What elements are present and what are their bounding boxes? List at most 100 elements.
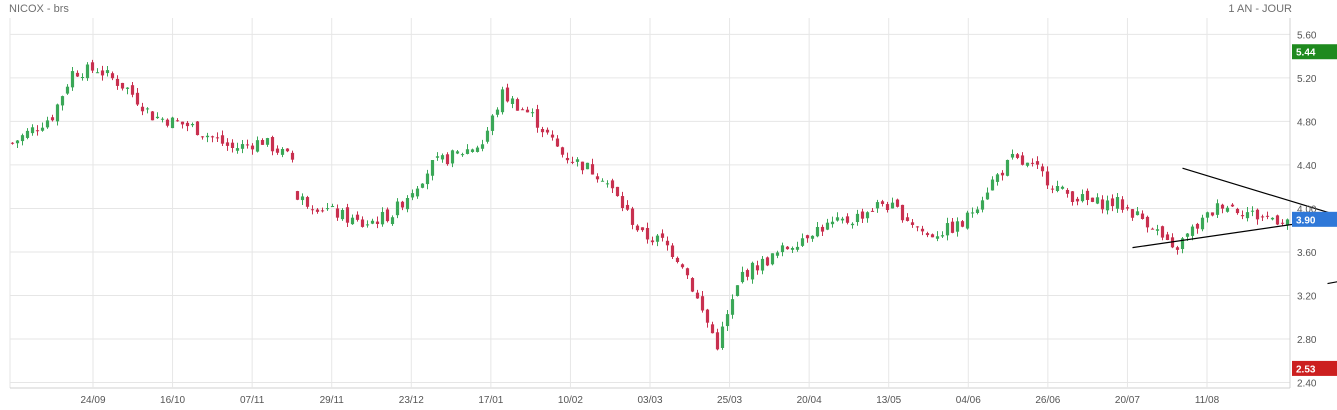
candle-body xyxy=(1080,194,1085,202)
candle-body xyxy=(290,152,295,160)
candle-body xyxy=(325,208,330,210)
candle-body xyxy=(915,226,920,228)
candle-body xyxy=(65,86,70,94)
candle-body xyxy=(820,226,825,232)
candle-body xyxy=(485,130,490,142)
candle-body xyxy=(400,201,405,208)
candle-body xyxy=(480,144,485,149)
candle-body xyxy=(745,270,750,277)
candle-body xyxy=(1220,204,1225,209)
candle-body xyxy=(1020,155,1025,165)
candle-body xyxy=(500,89,505,113)
x-tick-label: 23/12 xyxy=(399,395,424,406)
candle-body xyxy=(370,220,375,224)
candle-body xyxy=(1090,197,1095,202)
candle-body xyxy=(780,245,785,253)
candle-body xyxy=(680,264,685,268)
candle-body xyxy=(805,235,810,239)
candle-body xyxy=(490,115,495,131)
candle-body xyxy=(435,156,440,158)
candle-body xyxy=(755,265,760,271)
candle-body xyxy=(675,257,680,262)
candle-body xyxy=(560,147,565,155)
candle-body xyxy=(295,191,300,200)
candle-body xyxy=(20,135,25,142)
candle-body xyxy=(1070,191,1075,202)
y-tick-label: 3.60 xyxy=(1297,248,1317,259)
price-tag xyxy=(1292,360,1337,376)
candle-body xyxy=(25,130,30,138)
candle-body xyxy=(210,136,215,138)
candle-body xyxy=(445,154,450,165)
x-tick-label: 26/06 xyxy=(1035,395,1060,406)
candle-body xyxy=(1065,189,1070,194)
candles xyxy=(10,59,1290,351)
y-tick-label: 4.80 xyxy=(1297,117,1317,128)
candle-body xyxy=(580,161,585,171)
candle-body xyxy=(1180,238,1185,250)
x-tick-label: 24/09 xyxy=(80,395,105,406)
candle-body xyxy=(665,240,670,246)
candle-body xyxy=(495,109,500,115)
candle-body xyxy=(140,106,145,112)
candle-body xyxy=(585,162,590,170)
x-tick-label: 17/01 xyxy=(478,395,503,406)
candle-body xyxy=(730,299,735,315)
candle-body xyxy=(545,129,550,133)
candle-body xyxy=(225,142,230,146)
period-label[interactable]: 1 AN - JOUR xyxy=(1228,3,1292,15)
price-tag xyxy=(1292,44,1337,60)
x-tick-label: 04/06 xyxy=(956,395,981,406)
candle-body xyxy=(810,235,815,239)
candle-body xyxy=(265,138,270,145)
candle-body xyxy=(855,213,860,223)
candle-body xyxy=(165,119,170,126)
candle-body xyxy=(1140,213,1145,219)
candle-body xyxy=(740,271,745,283)
candle-body xyxy=(910,222,915,225)
candle-body xyxy=(1000,172,1005,176)
candle-body xyxy=(100,70,105,76)
candle-body xyxy=(795,246,800,250)
candle-body xyxy=(430,160,435,176)
candle-body xyxy=(520,109,525,111)
candle-body xyxy=(280,148,285,155)
candle-body xyxy=(365,224,370,226)
candle-body xyxy=(375,221,380,225)
candle-body xyxy=(1165,234,1170,241)
y-tick-label: 5.60 xyxy=(1297,30,1317,41)
candle-body xyxy=(250,145,255,150)
candle-body xyxy=(525,109,530,113)
candle-body xyxy=(870,210,875,212)
candle-body xyxy=(75,72,80,77)
candle-body xyxy=(310,209,315,211)
candle-body xyxy=(895,199,900,207)
candle-body xyxy=(220,135,225,144)
candle-body xyxy=(1035,161,1040,165)
y-tick-label: 4.40 xyxy=(1297,161,1317,172)
candle-body xyxy=(1230,204,1235,207)
candle-body xyxy=(450,150,455,164)
candle-body xyxy=(70,71,75,88)
candle-body xyxy=(1120,199,1125,210)
candle-body xyxy=(825,222,830,230)
candle-body xyxy=(395,201,400,216)
candle-body xyxy=(715,332,720,350)
candle-body xyxy=(1235,208,1240,214)
candle-body xyxy=(110,73,115,79)
candle-body xyxy=(260,139,265,145)
candle-body xyxy=(995,174,1000,182)
x-tick-label: 16/10 xyxy=(160,395,185,406)
candle-body xyxy=(510,98,515,104)
candle-body xyxy=(1240,215,1245,217)
candle-body xyxy=(990,179,995,191)
candle-body xyxy=(620,196,625,209)
candle-body xyxy=(1215,203,1220,215)
y-axis-labels: 2.40 2.80 3.20 3.60 4.00 4.40 4.80 5.20 5.60 xyxy=(1297,30,1317,389)
candle-body xyxy=(1255,209,1260,220)
candle-body xyxy=(1150,228,1155,230)
candle-body xyxy=(315,209,320,212)
chart-title: NICOX - brs xyxy=(9,3,69,15)
y-tick-label: 5.20 xyxy=(1297,74,1317,85)
candle-body xyxy=(465,149,470,154)
